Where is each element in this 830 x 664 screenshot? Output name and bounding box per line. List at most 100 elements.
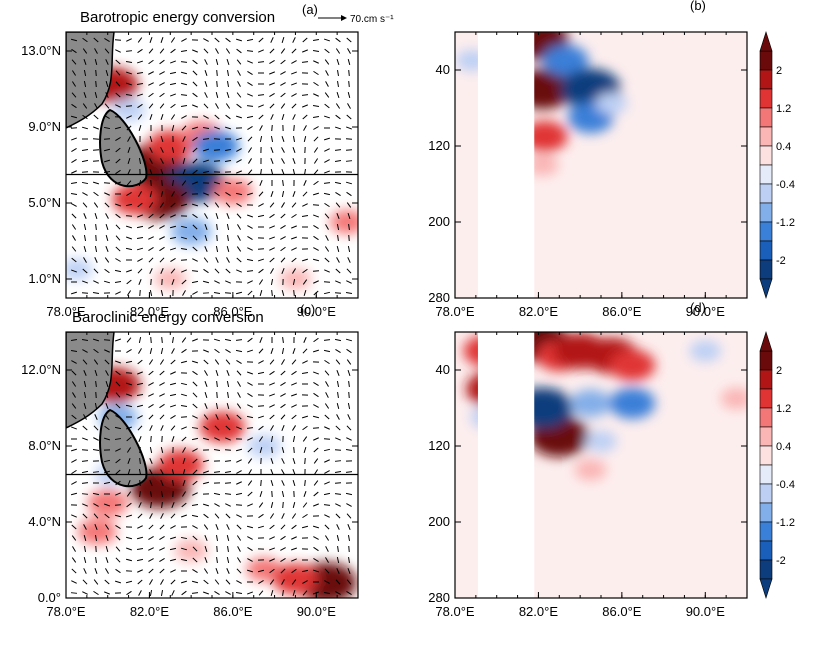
- sri-lanka-landmass: [99, 108, 148, 188]
- vector-arrow: [94, 58, 98, 66]
- vector-arrow: [126, 180, 132, 186]
- vector-arrow: [216, 234, 218, 242]
- vector-arrow: [236, 524, 242, 530]
- vector-arrow: [225, 268, 231, 274]
- vector-arrow: [149, 579, 153, 585]
- vector-arrow: [148, 225, 154, 229]
- vector-arrow: [137, 214, 143, 218]
- vector-arrow: [115, 480, 121, 486]
- vector-arrow: [291, 414, 297, 420]
- vector-arrow: [213, 292, 221, 294]
- vector-arrow: [225, 359, 231, 365]
- vector-arrow: [136, 82, 144, 86]
- colorbar-swatch: [759, 183, 773, 204]
- vector-arrow: [170, 214, 176, 218]
- vector-arrow: [313, 469, 319, 475]
- vector-arrow: [150, 435, 152, 443]
- vector-arrow: [292, 469, 296, 475]
- vector-arrow: [191, 427, 199, 429]
- energy-cell: [66, 258, 93, 281]
- colorbar-label: -0.4: [776, 479, 795, 491]
- vector-arrow: [182, 447, 186, 453]
- vector-arrow: [312, 50, 320, 52]
- vector-arrow: [92, 181, 100, 185]
- vector-arrow: [346, 425, 352, 431]
- vector-arrow: [103, 280, 111, 284]
- vector-arrow: [171, 279, 175, 285]
- vector-arrow: [180, 203, 188, 207]
- vector-arrow: [115, 557, 121, 563]
- vector-arrow: [137, 525, 143, 529]
- vector-arrow: [180, 405, 188, 407]
- vector-arrow: [94, 568, 98, 574]
- vector-arrow: [148, 236, 154, 240]
- vector-arrow: [302, 580, 308, 584]
- vector-arrow: [125, 558, 133, 562]
- colorbar-swatch: [759, 369, 773, 390]
- vector-arrow: [159, 535, 165, 541]
- vector-arrow: [324, 269, 330, 273]
- vector-arrow: [313, 480, 319, 486]
- energy-cell: [154, 268, 187, 290]
- vector-arrow: [213, 492, 221, 496]
- vector-arrow: [226, 80, 230, 88]
- vector-arrow: [260, 479, 262, 487]
- vector-arrow: [214, 280, 220, 284]
- vector-arrow: [70, 181, 78, 185]
- vector-arrow: [159, 59, 165, 65]
- y-tick-label: 40: [436, 362, 450, 377]
- vector-arrow: [126, 279, 132, 285]
- vector-arrow: [103, 503, 111, 507]
- vector-arrow: [270, 158, 274, 164]
- colorbar-label: 1.2: [776, 403, 791, 415]
- vector-arrow: [270, 469, 274, 475]
- vector-arrow: [247, 93, 253, 97]
- colorbar-b: 2 1.2 0.4 -0.4 -1.2 -2: [759, 31, 795, 299]
- vector-arrow: [348, 380, 350, 388]
- colorbar-label: -1.2: [776, 517, 795, 529]
- vector-arrow: [149, 268, 153, 274]
- vector-arrow: [302, 513, 308, 519]
- energy-cell: [174, 539, 209, 562]
- vector-arrow: [236, 580, 242, 584]
- vector-arrow: [181, 125, 187, 131]
- vector-arrow: [214, 590, 220, 596]
- vector-arrow: [214, 191, 220, 197]
- vector-arrow: [71, 469, 77, 475]
- vector-arrow: [103, 148, 111, 152]
- vector-arrow: [324, 481, 330, 485]
- vector-arrow: [213, 138, 221, 140]
- vector-arrow: [92, 292, 100, 294]
- vector-arrow: [172, 179, 174, 187]
- y-tick-label: 280: [428, 590, 450, 605]
- vector-arrow: [191, 360, 199, 364]
- vector-arrow: [70, 291, 78, 295]
- vector-arrow: [269, 71, 275, 75]
- vector-arrow: [114, 281, 122, 283]
- vector-arrow: [270, 37, 274, 43]
- vector-arrow: [169, 558, 177, 562]
- vector-arrow: [325, 224, 329, 230]
- vector-arrow: [227, 391, 229, 399]
- vector-arrow: [269, 558, 275, 562]
- vector-arrow: [281, 347, 285, 355]
- vector-arrow: [115, 246, 121, 252]
- vector-arrow: [346, 503, 352, 507]
- vector-arrow: [180, 547, 188, 551]
- vector-arrow: [224, 470, 232, 474]
- plot-area: [66, 32, 358, 298]
- vector-arrow: [257, 258, 265, 262]
- energy-cell: [157, 449, 204, 481]
- vector-arrow: [247, 503, 253, 507]
- vector-arrow: [181, 191, 187, 197]
- vector-arrow: [204, 224, 208, 230]
- vector-arrow: [136, 247, 144, 251]
- vector-arrow: [214, 437, 220, 441]
- vector-arrow: [346, 590, 352, 596]
- vector-arrow: [281, 147, 285, 153]
- x-tick-label: 82.0°E: [130, 304, 170, 319]
- vector-arrow: [136, 404, 144, 408]
- vector-arrow: [126, 436, 132, 442]
- vector-arrow: [149, 513, 153, 519]
- vector-arrow: [236, 514, 242, 518]
